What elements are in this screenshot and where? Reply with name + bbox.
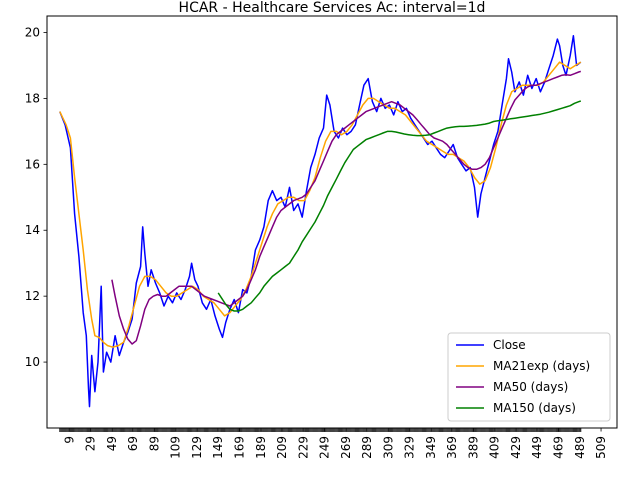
x-tick-label: 29 xyxy=(84,436,98,451)
series-line-0 xyxy=(59,35,582,408)
x-tick-label: 429 xyxy=(509,436,523,459)
x-tick-label: 449 xyxy=(530,436,544,459)
x-tick-label: 9 xyxy=(62,436,76,444)
y-tick-label: 18 xyxy=(25,91,40,105)
x-tick-label: 169 xyxy=(232,436,246,459)
x-tick-label: 149 xyxy=(211,436,225,459)
x-tick-label: 109 xyxy=(169,436,183,459)
x-tick-label: 229 xyxy=(296,436,310,459)
x-tick-label: 209 xyxy=(275,436,289,459)
legend-label: MA50 (days) xyxy=(493,380,568,394)
x-tick-label: 249 xyxy=(318,436,332,459)
x-tick-label: 509 xyxy=(594,436,608,459)
legend-label: Close xyxy=(493,338,526,352)
series-line-2 xyxy=(111,70,582,345)
x-tick-label: 349 xyxy=(424,436,438,459)
x-axis: 9 29 49 69 89 109 129 149 169 189 209 229 249 269 289 3… xyxy=(59,428,608,459)
x-tick-label: 309 xyxy=(381,436,395,459)
x-tick-label: 409 xyxy=(488,436,502,459)
y-tick-label: 12 xyxy=(25,289,40,303)
y-tick-label: 20 xyxy=(25,25,40,39)
x-tick-label: 469 xyxy=(552,436,566,459)
x-tick-label: 69 xyxy=(126,436,140,451)
legend-label: MA21exp (days) xyxy=(493,359,590,373)
x-tick-label: 489 xyxy=(573,436,587,459)
x-tick-label: 369 xyxy=(445,436,459,459)
series-line-3 xyxy=(217,100,582,312)
legend: Close MA21exp (days) MA50 (days) MA150 (day… xyxy=(447,332,611,422)
series-layer xyxy=(59,35,582,408)
x-tick-label: 269 xyxy=(339,436,353,459)
series-line-1 xyxy=(59,61,582,348)
x-tick-label: 329 xyxy=(403,436,417,459)
y-tick-label: 10 xyxy=(25,355,40,369)
legend-label: MA150 (days) xyxy=(493,401,576,415)
x-tick-label: 389 xyxy=(466,436,480,459)
x-tick-label: 189 xyxy=(254,436,268,459)
x-tick-label: 129 xyxy=(190,436,204,459)
legend-box xyxy=(447,332,611,422)
y-tick-label: 16 xyxy=(25,157,40,171)
x-tick-label: 49 xyxy=(105,436,119,451)
chart-title: HCAR - Healthcare Services Ac: interval=… xyxy=(179,0,486,16)
y-tick-label: 14 xyxy=(25,223,40,237)
x-tick-label: 289 xyxy=(360,436,374,459)
x-tick-label: 89 xyxy=(147,436,161,451)
y-axis: 10 12 14 16 18 20 xyxy=(25,25,47,369)
